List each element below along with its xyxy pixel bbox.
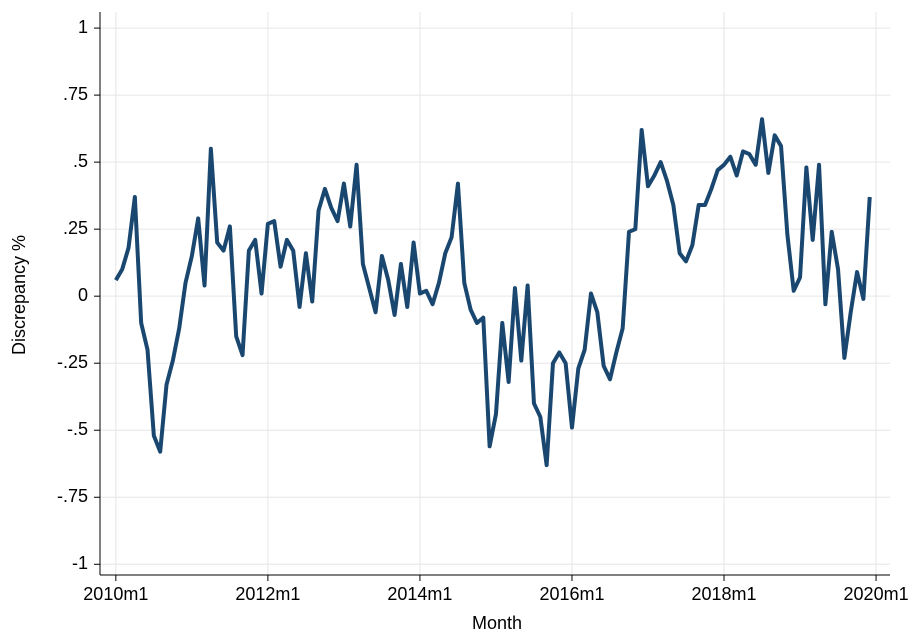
y-axis-title: Discrepancy % [9, 235, 29, 355]
y-tick-label: -.5 [67, 419, 88, 439]
x-tick-label: 2014m1 [387, 584, 452, 604]
x-tick-label: 2012m1 [235, 584, 300, 604]
x-tick-label: 2016m1 [539, 584, 604, 604]
line-series [114, 117, 872, 468]
y-tick-label: .75 [63, 84, 88, 104]
y-tick-label: .25 [63, 218, 88, 238]
x-tick-label: 2020m1 [844, 584, 909, 604]
y-tick-label: 0 [78, 285, 88, 305]
x-tick-label: 2018m1 [691, 584, 756, 604]
x-axis-title: Month [472, 613, 522, 633]
y-tick-label: -.25 [57, 352, 88, 372]
y-tick-label: .5 [73, 151, 88, 171]
y-tick-label: 1 [78, 17, 88, 37]
y-tick-label: -1 [72, 553, 88, 573]
y-tick-label: -.75 [57, 486, 88, 506]
x-tick-label: 2010m1 [83, 584, 148, 604]
